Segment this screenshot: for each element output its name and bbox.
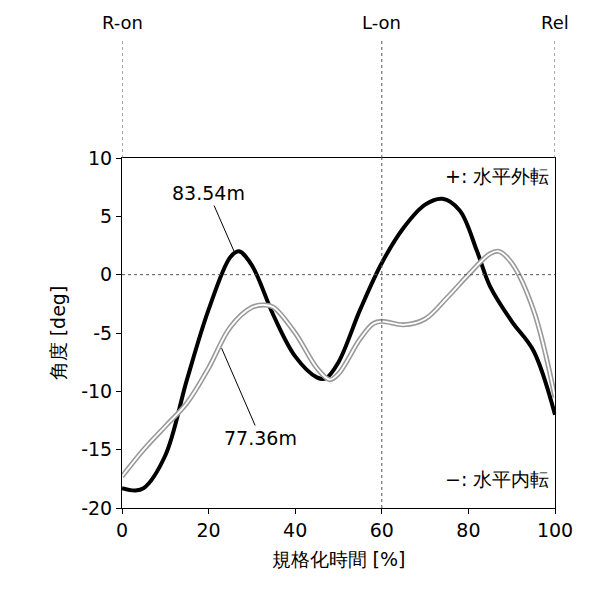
svg-text:-20: -20 [81, 497, 112, 519]
svg-text:40: 40 [283, 519, 307, 541]
svg-text:0: 0 [100, 263, 112, 285]
svg-text:+: 水平外転: +: 水平外転 [445, 165, 549, 187]
svg-text:L-on: L-on [362, 12, 401, 33]
svg-text:-5: -5 [93, 322, 112, 344]
svg-text:0: 0 [116, 519, 128, 541]
svg-text:−: 水平内転: −: 水平内転 [445, 468, 549, 490]
svg-text:規格化時間 [%]: 規格化時間 [%] [272, 548, 406, 570]
svg-text:60: 60 [370, 519, 394, 541]
svg-text:5: 5 [100, 205, 112, 227]
svg-text:R-on: R-on [102, 12, 143, 33]
svg-text:77.36m: 77.36m [224, 427, 297, 449]
svg-text:角度 [deg]: 角度 [deg] [47, 286, 69, 381]
svg-text:10: 10 [88, 147, 112, 169]
svg-text:Rel: Rel [541, 12, 569, 33]
svg-text:20: 20 [197, 519, 221, 541]
svg-text:83.54m: 83.54m [172, 182, 245, 204]
svg-text:100: 100 [537, 519, 573, 541]
svg-text:-15: -15 [81, 438, 112, 460]
svg-text:80: 80 [456, 519, 480, 541]
svg-text:-10: -10 [81, 380, 112, 402]
